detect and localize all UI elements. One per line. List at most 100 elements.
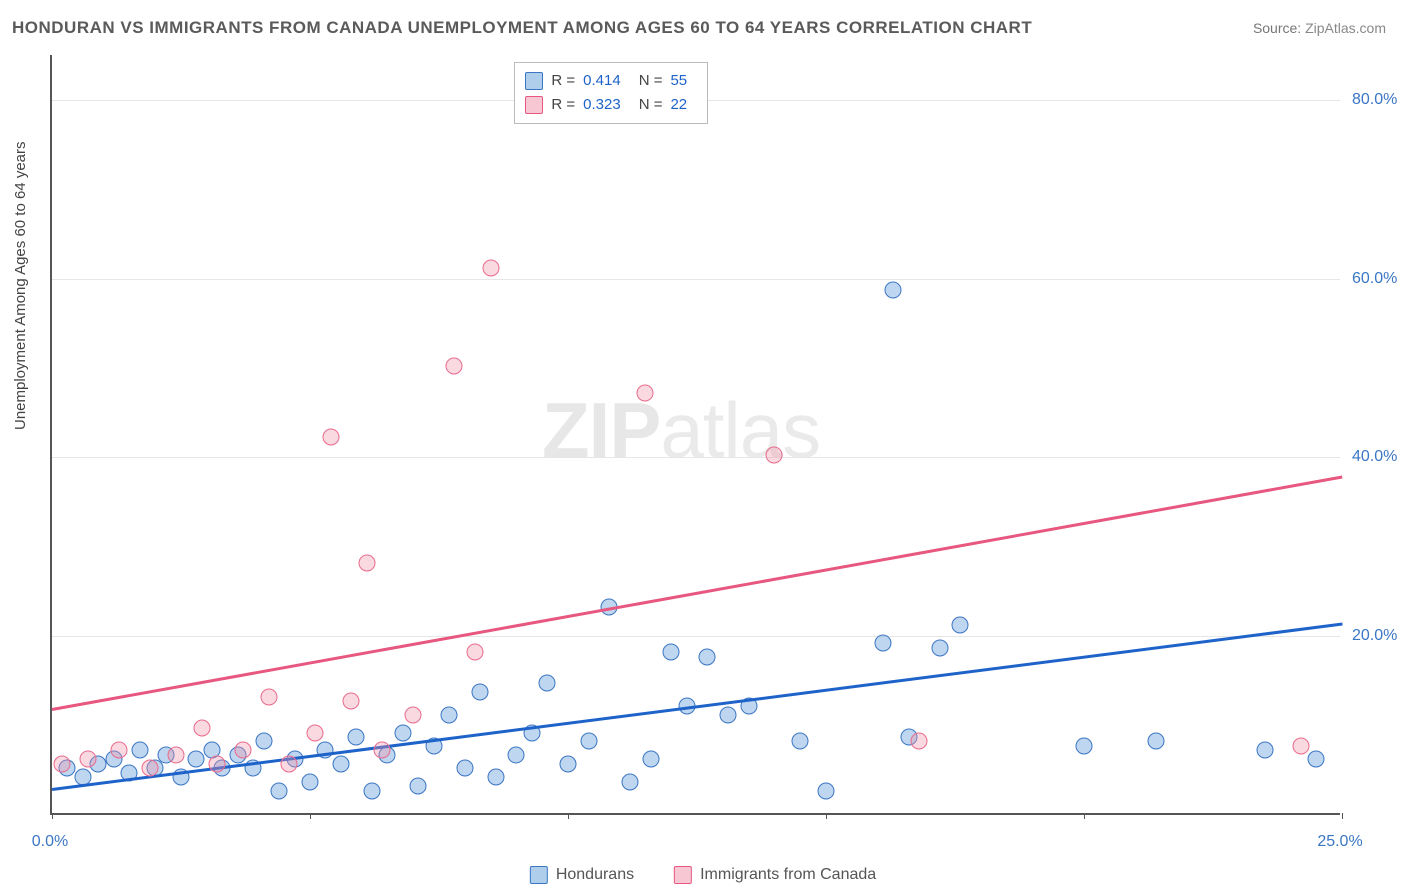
data-point bbox=[234, 742, 251, 759]
legend-label: Hondurans bbox=[556, 866, 634, 884]
data-point bbox=[467, 644, 484, 661]
data-point bbox=[131, 742, 148, 759]
legend-item-canada: Immigrants from Canada bbox=[674, 866, 876, 884]
source-attribution: Source: ZipAtlas.com bbox=[1253, 20, 1386, 36]
data-point bbox=[472, 684, 489, 701]
data-point bbox=[699, 648, 716, 665]
data-point bbox=[1256, 742, 1273, 759]
y-tick-label: 80.0% bbox=[1352, 91, 1397, 109]
data-point bbox=[358, 554, 375, 571]
x-tick-label-max: 25.0% bbox=[1317, 833, 1362, 851]
y-tick-label: 40.0% bbox=[1352, 448, 1397, 466]
data-point bbox=[642, 751, 659, 768]
data-point bbox=[792, 733, 809, 750]
y-tick-label: 60.0% bbox=[1352, 270, 1397, 288]
correlation-row: R = 0.323 N = 22 bbox=[525, 93, 697, 117]
data-point bbox=[410, 778, 427, 795]
data-point bbox=[322, 429, 339, 446]
data-point bbox=[1308, 751, 1325, 768]
data-point bbox=[539, 675, 556, 692]
data-point bbox=[508, 746, 525, 763]
data-point bbox=[910, 733, 927, 750]
x-tick-mark bbox=[52, 813, 53, 819]
r-label: R = bbox=[551, 69, 575, 93]
data-point bbox=[307, 724, 324, 741]
n-value: 22 bbox=[670, 93, 687, 117]
x-tick-mark bbox=[310, 813, 311, 819]
legend-swatch bbox=[525, 96, 543, 114]
gridline-h bbox=[52, 636, 1340, 637]
n-value: 55 bbox=[670, 69, 687, 93]
data-point bbox=[142, 760, 159, 777]
data-point bbox=[281, 755, 298, 772]
data-point bbox=[1292, 737, 1309, 754]
data-point bbox=[637, 384, 654, 401]
data-point bbox=[332, 755, 349, 772]
data-point bbox=[405, 706, 422, 723]
gridline-h bbox=[52, 457, 1340, 458]
data-point bbox=[1076, 737, 1093, 754]
legend-swatch-pink bbox=[674, 866, 692, 884]
y-tick-label: 20.0% bbox=[1352, 627, 1397, 645]
data-point bbox=[560, 755, 577, 772]
data-point bbox=[348, 729, 365, 746]
x-tick-mark bbox=[1342, 813, 1343, 819]
r-value: 0.414 bbox=[583, 69, 621, 93]
data-point bbox=[874, 635, 891, 652]
data-point bbox=[719, 706, 736, 723]
data-point bbox=[766, 447, 783, 464]
legend-label: Immigrants from Canada bbox=[700, 866, 876, 884]
data-point bbox=[663, 644, 680, 661]
r-value: 0.323 bbox=[583, 93, 621, 117]
data-point bbox=[271, 782, 288, 799]
legend-swatch-blue bbox=[530, 866, 548, 884]
data-point bbox=[255, 733, 272, 750]
data-point bbox=[885, 281, 902, 298]
data-point bbox=[209, 755, 226, 772]
data-point bbox=[111, 742, 128, 759]
data-point bbox=[580, 733, 597, 750]
data-point bbox=[188, 751, 205, 768]
data-point bbox=[456, 760, 473, 777]
data-point bbox=[193, 720, 210, 737]
x-tick-label-min: 0.0% bbox=[32, 833, 68, 851]
trend-line bbox=[52, 623, 1342, 791]
data-point bbox=[487, 769, 504, 786]
n-label: N = bbox=[639, 93, 663, 117]
data-point bbox=[54, 755, 71, 772]
data-point bbox=[441, 706, 458, 723]
chart-title: HONDURAN VS IMMIGRANTS FROM CANADA UNEMP… bbox=[12, 18, 1032, 38]
n-label: N = bbox=[639, 69, 663, 93]
correlation-row: R = 0.414 N = 55 bbox=[525, 69, 697, 93]
y-axis-title: Unemployment Among Ages 60 to 64 years bbox=[12, 141, 29, 430]
data-point bbox=[363, 782, 380, 799]
x-tick-mark bbox=[826, 813, 827, 819]
legend-swatch bbox=[525, 72, 543, 90]
data-point bbox=[818, 782, 835, 799]
data-point bbox=[80, 751, 97, 768]
x-tick-mark bbox=[568, 813, 569, 819]
data-point bbox=[931, 639, 948, 656]
source-value: ZipAtlas.com bbox=[1305, 20, 1386, 36]
data-point bbox=[952, 617, 969, 634]
data-point bbox=[302, 773, 319, 790]
data-point bbox=[1148, 733, 1165, 750]
gridline-h bbox=[52, 279, 1340, 280]
data-point bbox=[621, 773, 638, 790]
data-point bbox=[482, 259, 499, 276]
trend-line bbox=[52, 475, 1343, 710]
legend-item-hondurans: Hondurans bbox=[530, 866, 634, 884]
data-point bbox=[394, 724, 411, 741]
data-point bbox=[167, 746, 184, 763]
watermark-atlas: atlas bbox=[660, 386, 820, 474]
data-point bbox=[343, 693, 360, 710]
scatter-plot: ZIPatlas bbox=[50, 55, 1340, 815]
data-point bbox=[260, 688, 277, 705]
correlation-legend: R = 0.414 N = 55 R = 0.323 N = 22 bbox=[514, 62, 708, 124]
data-point bbox=[446, 357, 463, 374]
legend: Hondurans Immigrants from Canada bbox=[530, 866, 876, 884]
r-label: R = bbox=[551, 93, 575, 117]
data-point bbox=[374, 742, 391, 759]
x-tick-mark bbox=[1084, 813, 1085, 819]
source-label: Source: bbox=[1253, 20, 1301, 36]
